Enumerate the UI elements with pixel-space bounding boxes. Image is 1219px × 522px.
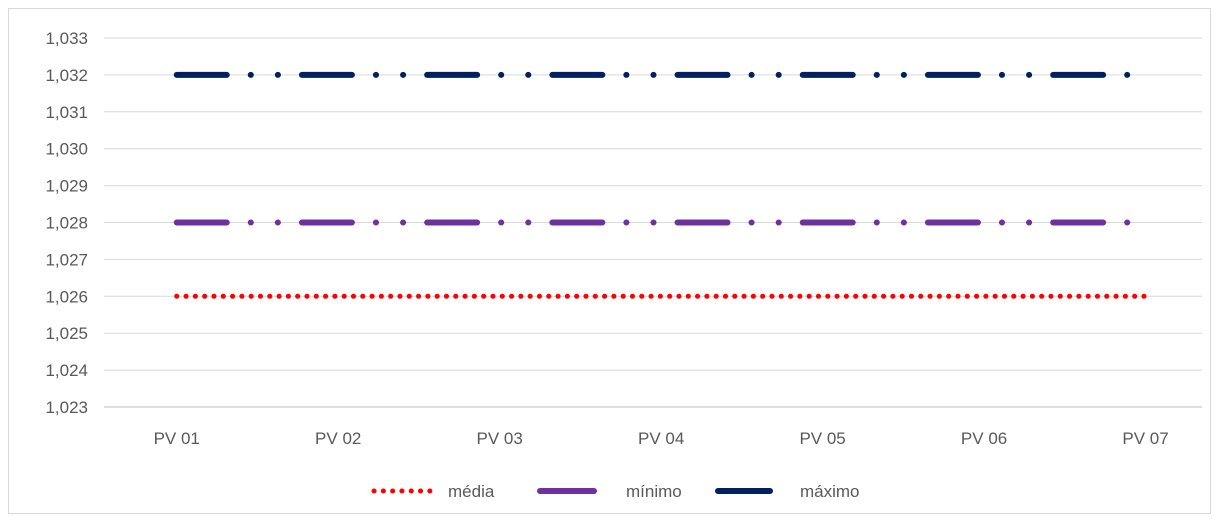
y-tick-label: 1,031 <box>45 103 88 122</box>
y-axis-tick-labels: 1,023 1,024 1,025 1,026 1,027 1,028 1,029 1,030… <box>45 29 88 417</box>
x-tick-label: PV 07 <box>1122 429 1168 448</box>
x-axis-tick-labels: PV 01 PV 02 PV 03 PV 04 PV 05 PV 06 PV 07 <box>154 429 1169 448</box>
y-tick-label: 1,030 <box>45 140 88 159</box>
y-tick-label: 1,028 <box>45 214 88 233</box>
x-tick-label: PV 01 <box>154 429 200 448</box>
legend-label: máximo <box>800 482 860 501</box>
x-tick-label: PV 02 <box>315 429 361 448</box>
legend-label: média <box>448 482 495 501</box>
x-tick-label: PV 05 <box>799 429 845 448</box>
chart-frame <box>8 8 1211 514</box>
y-tick-label: 1,032 <box>45 66 88 85</box>
x-tick-label: PV 04 <box>638 429 684 448</box>
legend: média mínimo máximo <box>371 482 860 501</box>
y-tick-label: 1,029 <box>45 177 88 196</box>
y-tick-label: 1,024 <box>45 361 88 380</box>
series-lines <box>173 71 1149 299</box>
y-tick-label: 1,027 <box>45 250 88 269</box>
x-tick-label: PV 03 <box>477 429 523 448</box>
y-tick-label: 1,033 <box>45 29 88 48</box>
y-tick-label: 1,023 <box>45 398 88 417</box>
y-tick-label: 1,026 <box>45 287 88 306</box>
x-tick-label: PV 06 <box>961 429 1007 448</box>
legend-label: mínimo <box>626 482 682 501</box>
y-tick-label: 1,025 <box>45 324 88 343</box>
